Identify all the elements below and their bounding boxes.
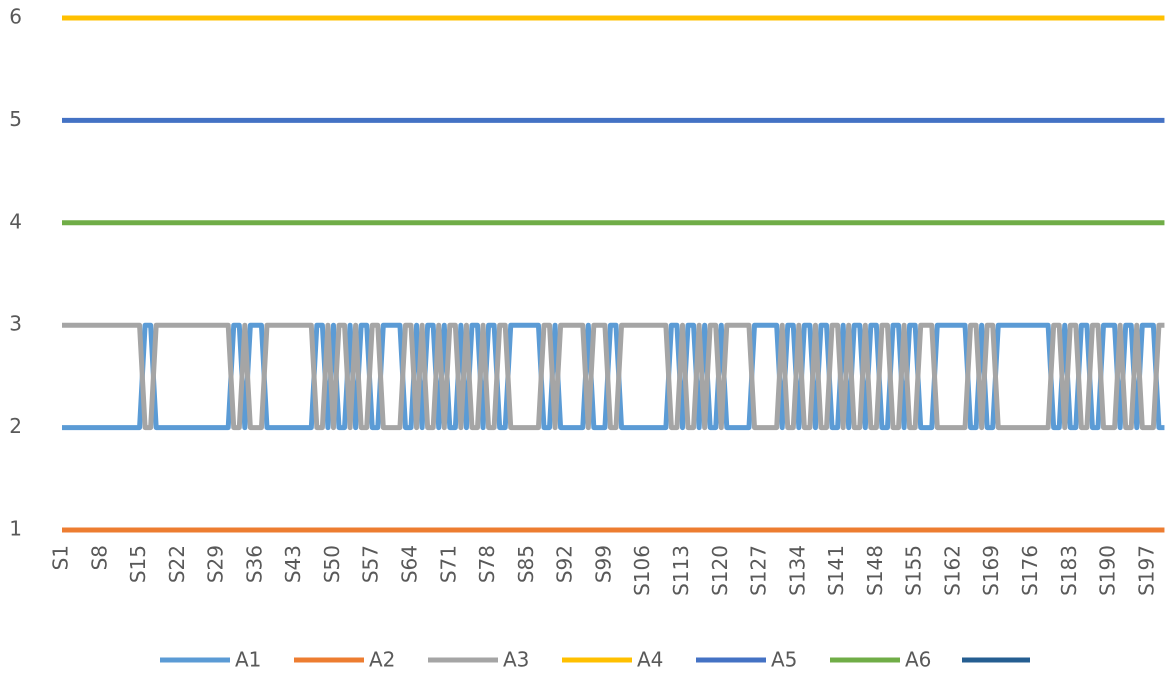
x-tick-label: S22 — [165, 545, 189, 583]
x-tick-label: S92 — [553, 545, 577, 583]
x-tick-label: S155 — [902, 545, 926, 596]
legend-label: A6 — [905, 648, 931, 672]
series-line — [62, 322, 1165, 431]
legend-label: A2 — [369, 648, 395, 672]
y-tick-label: 6 — [9, 5, 22, 29]
x-tick-label: S15 — [126, 545, 150, 583]
y-tick-label: 2 — [9, 414, 22, 438]
legend-label: A4 — [637, 648, 663, 672]
x-tick-label: S29 — [204, 545, 228, 583]
x-tick-label: S113 — [669, 545, 693, 596]
x-tick-label: S127 — [747, 545, 771, 596]
x-tick-label: S162 — [940, 545, 964, 596]
x-tick-label: S71 — [436, 545, 460, 583]
x-tick-label: S64 — [398, 545, 422, 583]
y-tick-label: 3 — [9, 312, 22, 336]
x-tick-label: S190 — [1096, 545, 1120, 596]
y-tick-label: 5 — [9, 107, 22, 131]
x-tick-label: S197 — [1134, 545, 1158, 596]
x-tick-label: S50 — [320, 545, 344, 583]
x-tick-label: S36 — [242, 545, 266, 583]
y-tick-label: 4 — [9, 209, 22, 233]
legend-label: A1 — [235, 648, 261, 672]
x-tick-label: S141 — [824, 545, 848, 596]
x-tick-label: S134 — [785, 545, 809, 596]
x-tick-label: S1 — [49, 545, 73, 570]
x-tick-label: S106 — [630, 545, 654, 596]
x-tick-label: S57 — [359, 545, 383, 583]
series-line — [62, 322, 1165, 431]
legend-label: A3 — [503, 648, 529, 672]
x-tick-label: S43 — [281, 545, 305, 583]
y-tick-label: 1 — [9, 517, 22, 541]
x-tick-label: S78 — [475, 545, 499, 583]
x-tick-label: S169 — [979, 545, 1003, 596]
x-tick-label: S148 — [863, 545, 887, 596]
x-tick-label: S120 — [708, 545, 732, 596]
legend-label: A5 — [771, 648, 797, 672]
x-tick-label: S8 — [87, 545, 111, 570]
x-tick-label: S176 — [1018, 545, 1042, 596]
x-tick-label: S183 — [1057, 545, 1081, 596]
x-tick-label: S99 — [591, 545, 615, 583]
x-tick-label: S85 — [514, 545, 538, 583]
